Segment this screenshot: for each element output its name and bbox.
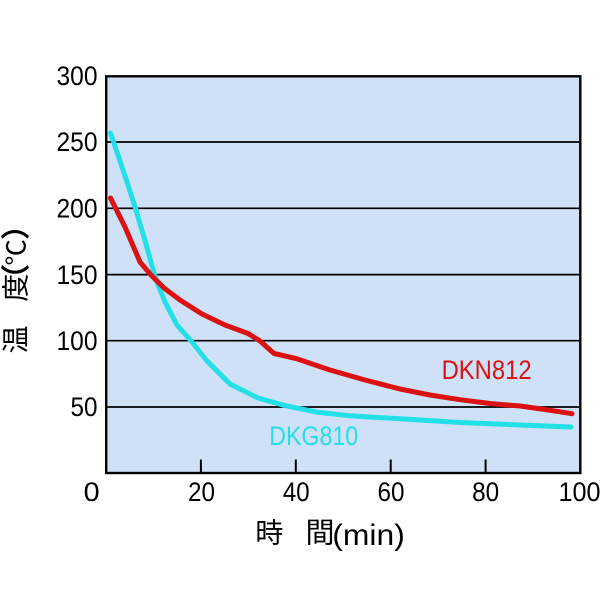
svg-text:20: 20 <box>188 477 215 507</box>
svg-text:DKG810: DKG810 <box>269 421 358 451</box>
svg-text:80: 80 <box>472 477 499 507</box>
svg-text:40: 40 <box>283 477 310 507</box>
svg-text:150: 150 <box>57 260 98 290</box>
svg-text:100: 100 <box>57 326 98 356</box>
svg-text:250: 250 <box>57 127 98 157</box>
svg-text:300: 300 <box>57 61 98 91</box>
svg-text:100: 100 <box>559 477 600 507</box>
svg-text:200: 200 <box>57 194 98 224</box>
svg-text:(min): (min) <box>332 519 405 552</box>
svg-text:DKN812: DKN812 <box>442 355 532 385</box>
svg-text:50: 50 <box>71 392 98 422</box>
svg-text:60: 60 <box>378 477 405 507</box>
svg-text:0: 0 <box>84 477 100 507</box>
